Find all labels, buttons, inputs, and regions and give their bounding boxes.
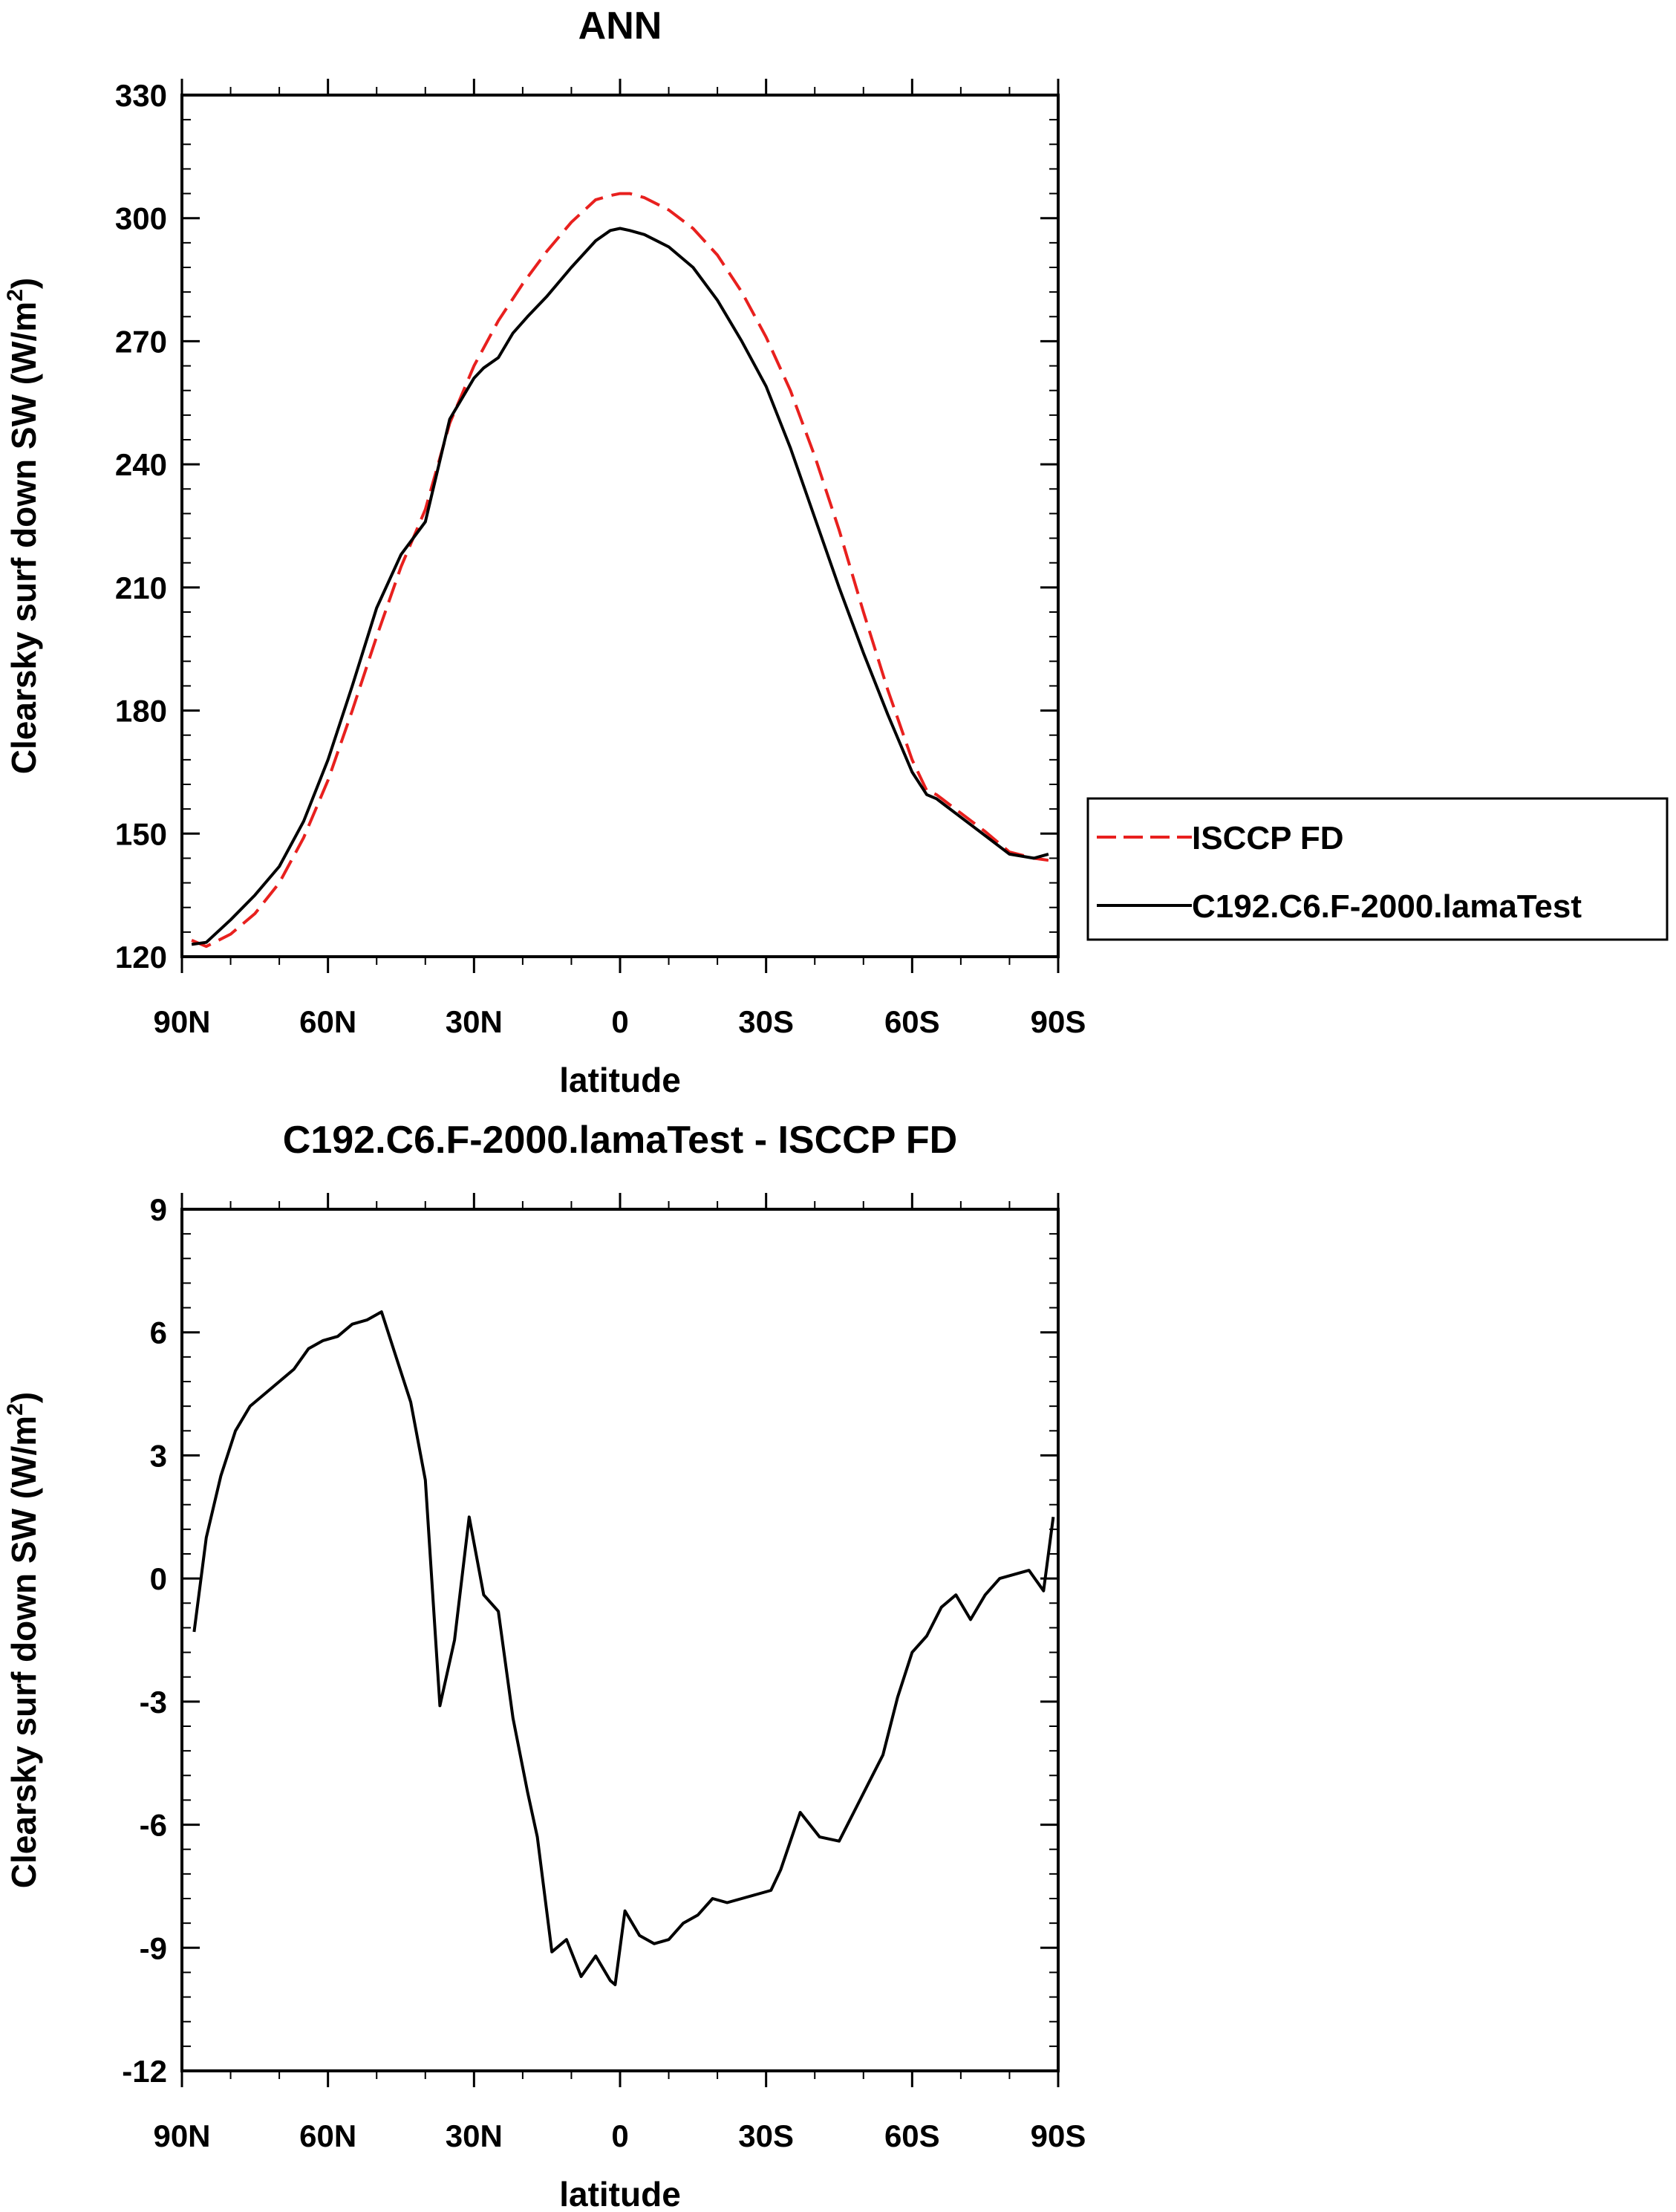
x-tick-label: 30S — [738, 2118, 794, 2153]
legend-label: C192.C6.F-2000.lamaTest — [1192, 888, 1582, 925]
chart-panel-top: ANN 120 150 180 210 240 270 300 330 90N 60N 30N 0 30S… — [3, 4, 1086, 1099]
y-tick-label: 0 — [150, 1561, 167, 1596]
x-tick-label: 30S — [738, 1004, 794, 1039]
chart-title: C192.C6.F-2000.lamaTest - ISCCP FD — [283, 1119, 957, 1162]
x-tick-label: 0 — [611, 1004, 628, 1039]
x-axis-label: latitude — [559, 1061, 681, 1099]
y-tick-label: 210 — [115, 570, 167, 605]
y-tick-label: 270 — [115, 324, 167, 359]
x-tick-label: 90S — [1031, 1004, 1086, 1039]
x-tick-label: 60S — [884, 2118, 940, 2153]
y-tick-label: 330 — [115, 78, 167, 113]
x-tick-label: 30N — [446, 1004, 503, 1039]
y-tick-label: 150 — [115, 816, 167, 851]
x-tick-label: 90N — [153, 2118, 210, 2153]
series-line-model — [191, 227, 1049, 946]
x-tick-label: 30N — [446, 2118, 503, 2153]
y-tick-label: -6 — [140, 1808, 167, 1843]
legend-box — [1086, 797, 1669, 941]
y-tick-label: 6 — [150, 1315, 167, 1350]
x-tick-label: 90N — [153, 1004, 210, 1039]
series-line-difference — [192, 1310, 1055, 1986]
y-tick-label: 180 — [115, 694, 167, 729]
x-tick-label: 90S — [1031, 2118, 1086, 2153]
chart-title: ANN — [578, 4, 662, 48]
y-tick-label: -3 — [140, 1685, 167, 1720]
series-line-isccp-fd — [191, 192, 1049, 949]
legend: ISCCP FD C192.C6.F-2000.lamaTest — [1086, 797, 1669, 941]
x-axis-label: latitude — [559, 2175, 681, 2212]
chart-panel-bottom: C192.C6.F-2000.lamaTest - ISCCP FD -12 -9 -… — [3, 1119, 1086, 2212]
x-tick-label: 60N — [299, 1004, 356, 1039]
y-tick-label: 120 — [115, 940, 167, 975]
y-axis-label: Clearsky surf down SW (W/m2) — [3, 1392, 43, 1888]
legend-label: ISCCP FD — [1192, 820, 1344, 856]
y-tick-label: 240 — [115, 447, 167, 482]
y-tick-label: -9 — [140, 1930, 167, 1965]
x-tick-label: 60S — [884, 1004, 940, 1039]
y-axis-label: Clearsky surf down SW (W/m2) — [3, 278, 43, 774]
plot-frame — [180, 94, 1060, 958]
y-tick-label: 3 — [150, 1438, 167, 1473]
y-tick-label: -12 — [122, 2054, 167, 2089]
x-tick-label: 60N — [299, 2118, 356, 2153]
x-tick-label: 0 — [611, 2118, 628, 2153]
y-tick-label: 300 — [115, 201, 167, 236]
y-tick-label: 9 — [150, 1192, 167, 1227]
